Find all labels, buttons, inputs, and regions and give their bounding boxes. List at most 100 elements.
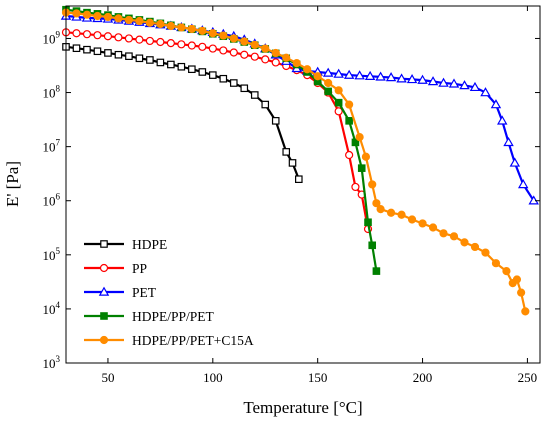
data-point	[188, 65, 196, 74]
data-point	[219, 31, 228, 40]
x-axis: 50 100 150 200 250	[101, 6, 537, 385]
data-point	[357, 164, 366, 172]
data-point	[364, 70, 376, 81]
legend-item: HDPE/PP/PET+C15A	[84, 333, 254, 348]
data-point	[229, 79, 238, 87]
data-point	[439, 229, 448, 238]
data-point	[219, 74, 228, 83]
data-point	[313, 72, 322, 81]
data-point	[334, 107, 343, 116]
data-point	[209, 71, 217, 79]
data-point	[156, 19, 165, 29]
data-point	[480, 87, 491, 97]
series-4	[61, 8, 530, 316]
data-point	[177, 62, 186, 71]
data-point	[295, 175, 303, 184]
legend-label: HDPE/PP/PET+C15A	[132, 333, 254, 348]
data-point	[145, 18, 154, 27]
data-point	[521, 307, 530, 316]
data-point	[135, 54, 144, 63]
data-point	[271, 48, 280, 58]
x-tick-label: 150	[308, 370, 328, 385]
data-point	[282, 53, 291, 62]
data-point	[229, 34, 238, 43]
data-point	[449, 232, 459, 241]
data-point	[208, 44, 217, 53]
data-point	[240, 37, 249, 46]
data-point	[93, 11, 102, 21]
data-point	[517, 179, 529, 189]
legend-marker	[100, 240, 108, 248]
data-point	[324, 78, 333, 88]
data-point	[324, 87, 332, 96]
data-point	[114, 33, 123, 42]
data-point	[72, 9, 81, 18]
y-tick-label: 107	[43, 138, 61, 155]
legend-marker	[98, 286, 110, 296]
data-point	[368, 180, 377, 189]
data-point	[166, 39, 175, 48]
data-point	[351, 182, 360, 192]
y-axis: 103 104 105 106 107 108 109	[43, 29, 540, 371]
series-2	[60, 10, 539, 205]
legend-marker	[100, 312, 108, 320]
data-point	[240, 84, 249, 93]
data-point	[288, 159, 297, 167]
data-point	[490, 99, 502, 109]
data-point	[448, 78, 460, 88]
plot-frame	[65, 5, 541, 364]
data-point	[72, 29, 81, 38]
data-point	[334, 86, 343, 95]
data-point	[361, 152, 371, 161]
x-tick-label: 250	[518, 370, 538, 385]
data-point	[364, 218, 372, 227]
data-point	[187, 41, 196, 50]
legend: HDPE PP PET HDPE/PP/PET HDPE/PP/PET+C15A	[84, 237, 254, 348]
data-point	[135, 16, 144, 26]
y-tick-label: 104	[43, 300, 61, 317]
data-point	[396, 73, 407, 83]
data-point	[345, 150, 354, 160]
data-point	[372, 267, 381, 275]
data-point	[282, 148, 291, 156]
legend-label: HDPE/PP/PET	[132, 309, 215, 324]
data-point	[406, 73, 418, 84]
data-point	[427, 76, 439, 86]
data-point	[375, 71, 386, 81]
data-point	[333, 68, 344, 78]
data-point	[385, 72, 397, 82]
data-point	[343, 69, 355, 79]
x-tick-label: 100	[203, 370, 223, 385]
y-tick-label: 105	[43, 246, 61, 263]
x-tick-label: 50	[101, 370, 114, 385]
data-point	[124, 15, 134, 25]
data-point	[345, 100, 354, 109]
data-point	[517, 288, 526, 297]
data-point	[355, 133, 364, 142]
data-point	[351, 138, 360, 147]
data-point	[303, 65, 312, 74]
data-point	[103, 12, 113, 22]
data-point	[82, 10, 92, 19]
data-point	[271, 117, 280, 125]
data-point	[428, 223, 438, 232]
data-point	[177, 23, 186, 32]
data-point	[418, 219, 427, 228]
data-point	[135, 35, 144, 44]
data-point	[240, 50, 249, 59]
data-point	[82, 30, 92, 39]
legend-label: PP	[132, 261, 147, 276]
legend-item: PET	[84, 285, 157, 300]
series-0	[62, 43, 303, 184]
data-point	[345, 117, 353, 125]
data-point	[166, 21, 175, 31]
y-tick-label: 108	[43, 84, 61, 101]
data-point	[502, 267, 511, 276]
x-tick-label: 200	[413, 370, 433, 385]
plot-area	[60, 5, 539, 316]
data-point	[198, 42, 207, 51]
data-point	[250, 40, 259, 50]
data-point	[104, 49, 112, 57]
data-point	[469, 81, 481, 92]
